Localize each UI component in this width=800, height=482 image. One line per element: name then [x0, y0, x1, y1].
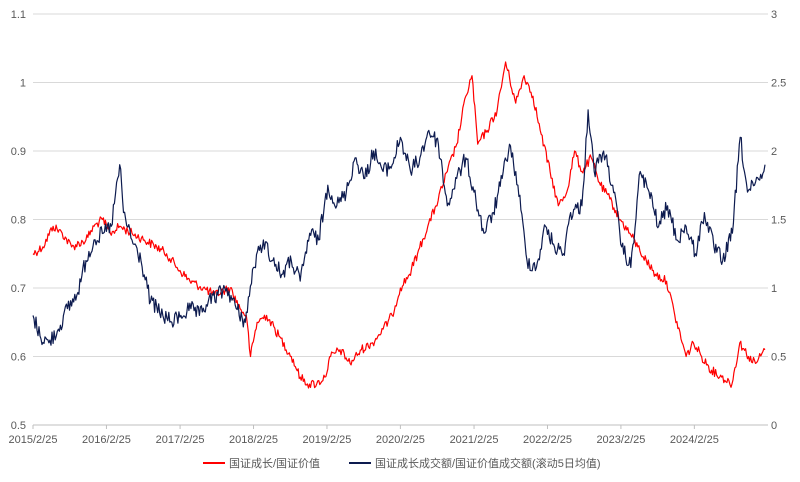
y-left-tick-label: 0.7 [11, 283, 26, 295]
legend: 国证成长/国证价值 国证成长成交额/国证价值成交额(滚动5日均值) [203, 456, 601, 470]
y-left-tick-label: 0.9 [11, 146, 26, 158]
legend-label-turnover-ratio: 国证成长成交额/国证价值成交额(滚动5日均值) [375, 456, 601, 470]
x-tick-label: 2020/2/25 [376, 434, 425, 446]
y-right-tick-label: 3 [771, 9, 777, 21]
x-tick-label: 2019/2/25 [302, 434, 351, 446]
x-tick-label: 2023/2/25 [596, 434, 645, 446]
y-right-tick-label: 0.5 [771, 352, 786, 364]
x-tick-label: 2015/2/25 [9, 434, 58, 446]
x-tick-label: 2018/2/25 [229, 434, 278, 446]
y-left-tick-label: 0.6 [11, 352, 26, 364]
x-tick-label: 2016/2/25 [82, 434, 131, 446]
axes: 0.5 0.6 0.7 0.8 0.9 1 1.1 0 0.5 1 1.5 2 2.5 3 2015/2/2… [9, 9, 787, 446]
x-tick-label: 2022/2/25 [523, 434, 572, 446]
x-tick-label: 2024/2/25 [670, 434, 719, 446]
gridlines [33, 13, 768, 357]
y-right-tick-label: 1 [771, 283, 777, 295]
x-tick-label: 2017/2/25 [156, 434, 205, 446]
y-right-tick-label: 2.5 [771, 78, 786, 90]
y-left-tick-label: 1.1 [11, 9, 26, 21]
y-right-tick-label: 2 [771, 146, 777, 158]
y-left-tick-label: 0.5 [11, 420, 26, 432]
y-left-tick-label: 0.8 [11, 215, 26, 227]
y-left-tick-label: 1 [20, 78, 26, 90]
y-right-tick-label: 0 [771, 420, 777, 432]
y-right-tick-label: 1.5 [771, 215, 786, 227]
series-line-turnover-ratio [32, 109, 766, 346]
series-line-growth-value-ratio [32, 61, 766, 389]
legend-label-growth-value-ratio: 国证成长/国证价值 [229, 457, 320, 470]
series-lines [32, 61, 766, 389]
x-tick-label: 2021/2/25 [450, 434, 499, 446]
